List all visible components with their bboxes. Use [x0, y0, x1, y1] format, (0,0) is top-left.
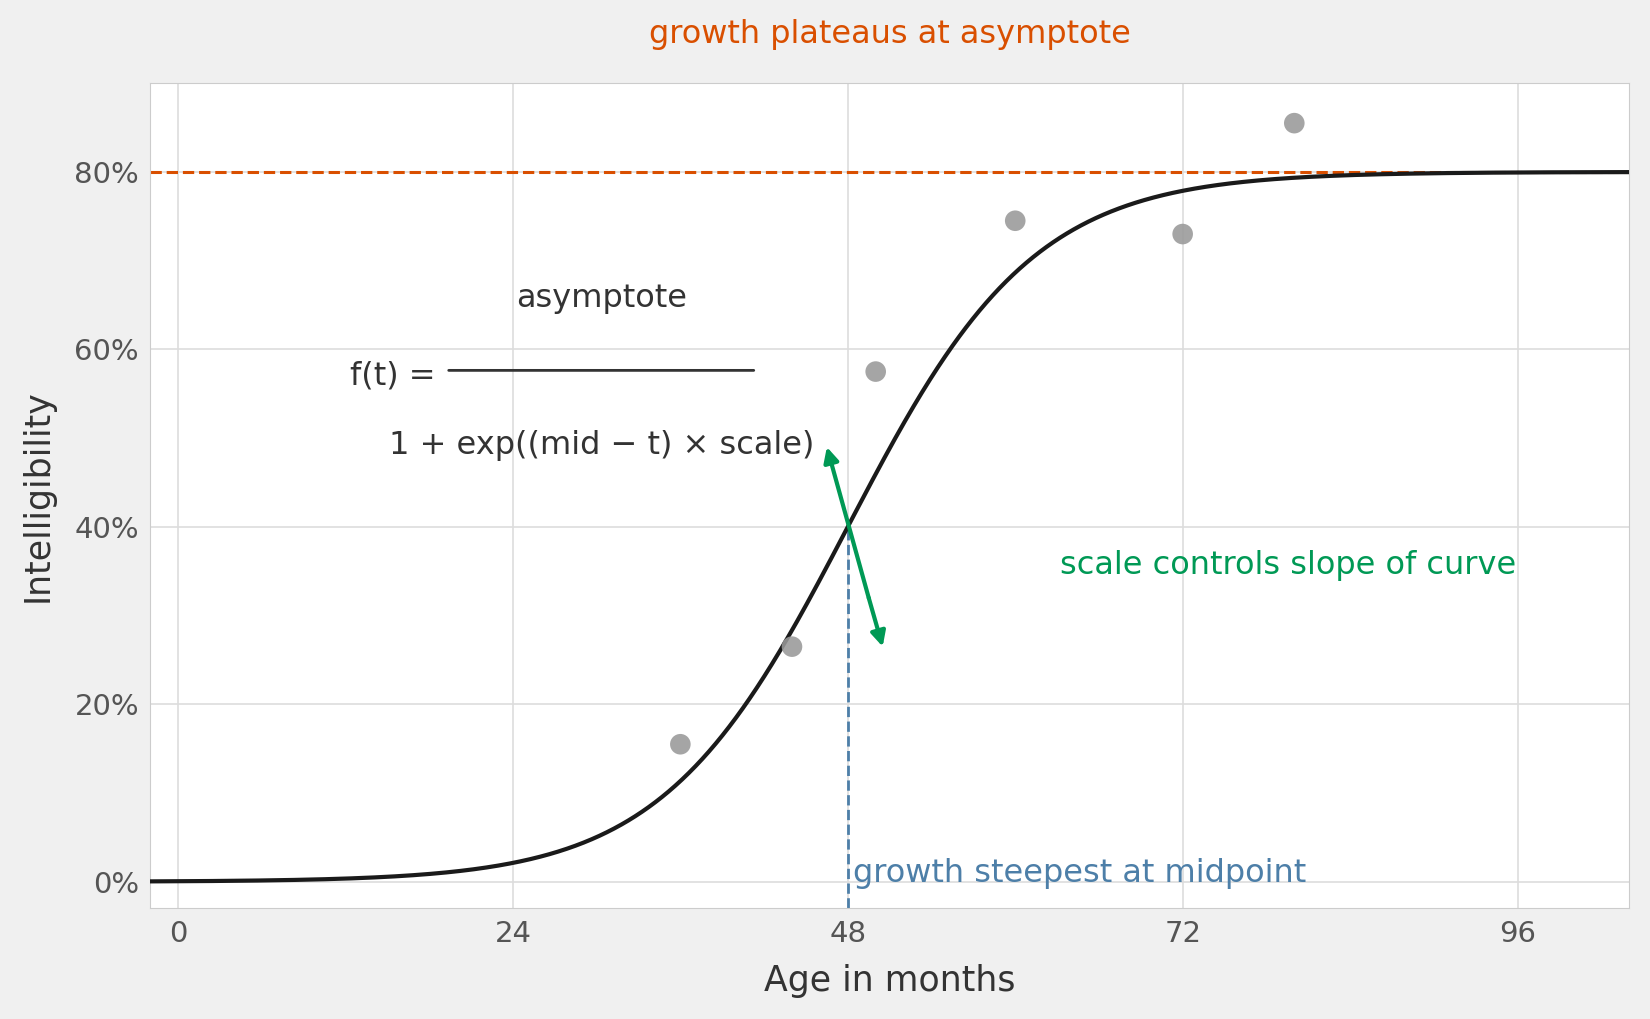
Point	[779, 639, 805, 655]
Text: f(t) =: f(t) =	[350, 361, 436, 391]
Point	[1170, 226, 1196, 243]
Point	[863, 364, 889, 380]
Point	[1280, 115, 1307, 131]
X-axis label: Age in months: Age in months	[764, 964, 1015, 999]
Point	[1002, 213, 1028, 229]
Text: scale controls slope of curve: scale controls slope of curve	[1059, 550, 1516, 582]
Y-axis label: Intelligibility: Intelligibility	[21, 389, 54, 602]
Text: growth steepest at midpoint: growth steepest at midpoint	[853, 858, 1305, 890]
Text: asymptote: asymptote	[516, 283, 686, 314]
Text: growth plateaus at asymptote: growth plateaus at asymptote	[648, 19, 1130, 50]
Text: 1 + exp((mid − t) × scale): 1 + exp((mid − t) × scale)	[388, 430, 813, 461]
Point	[667, 736, 693, 752]
